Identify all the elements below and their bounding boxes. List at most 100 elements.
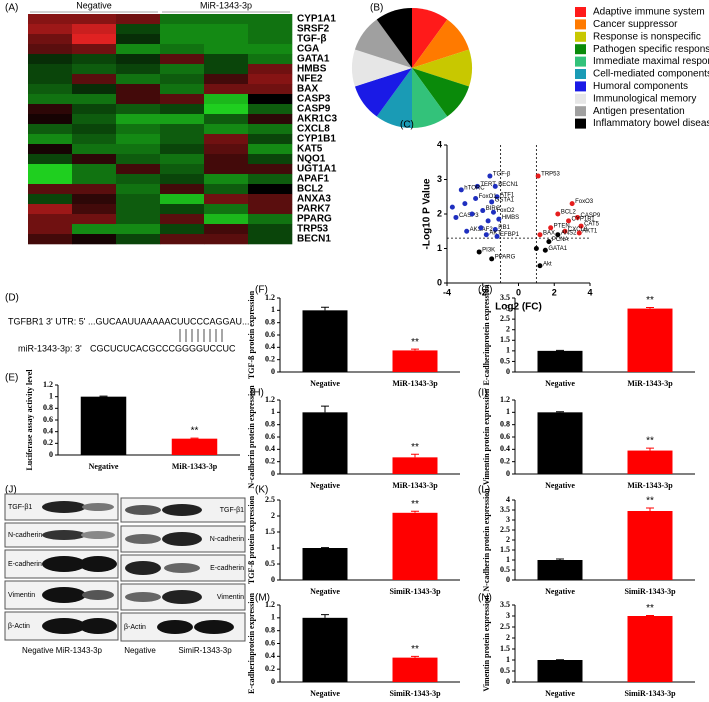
point xyxy=(537,263,543,269)
heatmap-cell xyxy=(28,114,73,125)
y-tick-label: 1 xyxy=(271,305,275,314)
point xyxy=(462,201,468,207)
y-tick-label: 3.5 xyxy=(500,505,510,514)
significance: ** xyxy=(646,295,654,306)
significance: ** xyxy=(411,499,419,510)
point-label: HMBS xyxy=(502,215,519,221)
blot-row-label: N-cadherin xyxy=(8,532,42,539)
y-tick-label: 3 xyxy=(506,515,510,524)
heatmap-cell xyxy=(204,54,249,65)
heatmap-cell xyxy=(248,34,293,45)
point-label: CASP9 xyxy=(580,213,600,219)
heatmap-cell xyxy=(204,164,249,175)
heatmap-cell xyxy=(116,34,161,45)
x-tick-label: Negative xyxy=(310,481,340,490)
bar xyxy=(537,660,583,682)
heatmap-cell xyxy=(72,104,117,115)
heatmap-cell xyxy=(28,44,73,55)
point xyxy=(535,173,541,179)
point xyxy=(576,230,582,236)
heatmap-cell xyxy=(72,204,117,215)
heatmap-cell xyxy=(28,24,73,35)
legend-swatch xyxy=(575,81,586,92)
panel-label: (H) xyxy=(250,388,264,399)
heatmap-cell xyxy=(160,64,205,75)
blot-row-label: β-Actin xyxy=(124,624,146,631)
point-label: ATF1 xyxy=(500,192,515,198)
error-bar xyxy=(646,447,654,451)
heatmap-cell xyxy=(28,174,73,185)
row-label: SRSF2 xyxy=(297,24,330,35)
heatmap-cell xyxy=(160,174,205,185)
heatmap-cell xyxy=(28,124,73,135)
heatmap-cell xyxy=(28,204,73,215)
y-tick-label: 2.5 xyxy=(500,525,510,534)
row-label: BECN1 xyxy=(297,234,331,245)
y-tick-label: 1 xyxy=(49,391,53,400)
heatmap-cell xyxy=(248,44,293,55)
legend-label: Cancer suppressor xyxy=(593,19,678,30)
point-label: TGF-β xyxy=(493,172,511,178)
heatmap-cell xyxy=(160,164,205,175)
y-tick-label: 3 xyxy=(437,174,442,184)
point-label: AKT xyxy=(489,230,501,236)
significance: ** xyxy=(646,496,654,507)
bar xyxy=(627,450,673,474)
panel-label: (F) xyxy=(255,285,268,296)
y-axis-label: Vimentin protein expression xyxy=(482,388,491,485)
bar xyxy=(392,657,438,682)
point xyxy=(555,232,561,238)
y-tick-label: 0 xyxy=(271,575,275,584)
y-tick-label: 0.8 xyxy=(500,419,510,428)
heatmap-cell xyxy=(204,194,249,205)
point-label: PCNA xyxy=(552,237,569,243)
legend-swatch xyxy=(575,69,586,79)
legend-swatch xyxy=(575,31,586,42)
heatmap-cell xyxy=(28,214,73,225)
y-tick-label: 0.8 xyxy=(265,419,275,428)
column-group-label: MiR-1343-3p xyxy=(200,0,252,10)
y-tick-label: 2.5 xyxy=(265,495,275,504)
point-label: GATA1 xyxy=(548,246,567,252)
y-tick-label: 0.2 xyxy=(265,354,275,363)
heatmap-cell xyxy=(160,84,205,95)
heatmap-cell xyxy=(28,224,73,235)
significance: ** xyxy=(646,436,654,447)
significance: ** xyxy=(411,644,419,655)
heatmap-cell xyxy=(72,94,117,105)
x-tick-label: Negative xyxy=(545,481,575,490)
row-label: NFE2 xyxy=(297,74,323,85)
y-axis-label: TGF-ß protein expression xyxy=(247,495,256,584)
column-group-label: Negative xyxy=(76,0,112,10)
point-label: CAT5 xyxy=(584,222,600,228)
blot-group-label: Negative MiR-1343-3p xyxy=(22,646,103,655)
legend-label: Inflammatory bowel diseases xyxy=(593,118,709,129)
legend-swatch xyxy=(575,93,586,104)
point xyxy=(574,214,580,220)
blot-left xyxy=(4,493,119,641)
point xyxy=(555,211,561,217)
point-label: BECN1 xyxy=(498,182,519,188)
heatmap-cell xyxy=(248,224,293,235)
row-label: CGA xyxy=(297,44,319,55)
pie-slice xyxy=(412,8,448,68)
y-axis-label: Luciferase assay activity level xyxy=(25,369,34,471)
y-tick-label: 1 xyxy=(271,407,275,416)
heatmap-cell xyxy=(160,74,205,85)
heatmap-cell xyxy=(160,24,205,35)
pie-slice xyxy=(354,19,412,68)
heatmap-cell xyxy=(204,134,249,145)
heatmap-cell xyxy=(248,164,293,175)
heatmap-cell xyxy=(116,74,161,85)
panel-label: (D) xyxy=(5,293,19,304)
x-tick-label: MiR-1343-3p xyxy=(172,462,218,471)
point-label: AKT1 xyxy=(582,229,598,235)
heatmap-cell xyxy=(28,134,73,145)
heatmap-cell xyxy=(28,104,73,115)
panel-label: (G) xyxy=(478,285,492,296)
row-label: KAT5 xyxy=(297,144,323,155)
row-label: HMBS xyxy=(297,64,327,75)
y-tick-label: 1 xyxy=(271,613,275,622)
heatmap-cell xyxy=(116,144,161,155)
